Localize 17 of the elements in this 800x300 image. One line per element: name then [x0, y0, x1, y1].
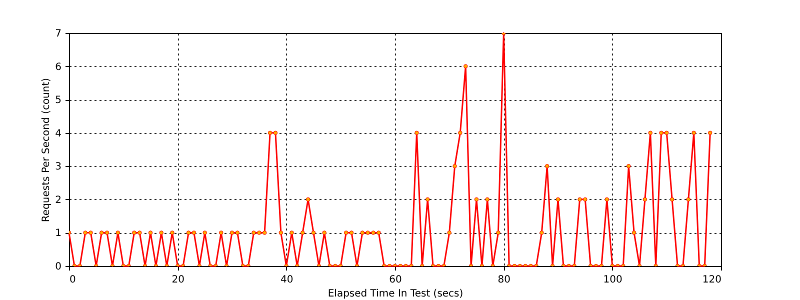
y-tick-label: 3	[55, 162, 62, 173]
x-tick-label: 60	[389, 274, 402, 286]
y-tick-label: 1	[55, 228, 62, 240]
y-tick-label: 7	[55, 28, 62, 40]
y-tick-label: 6	[55, 62, 62, 73]
y-tick-label: 0	[55, 262, 62, 272]
y-axis-title: Requests Per Second (count)	[41, 78, 52, 222]
x-axis-title: Elapsed Time In Test (secs)	[328, 288, 464, 300]
x-tick-label: 120	[702, 274, 722, 286]
x-tick-label: 80	[498, 274, 511, 286]
y-tick-label: 5	[55, 95, 62, 106]
y-tick-label: 2	[55, 194, 62, 206]
x-tick-label: 100	[603, 274, 622, 286]
y-tick-label: 4	[55, 128, 62, 140]
x-tick-label: 40	[280, 274, 294, 286]
x-tick-label: 20	[172, 274, 185, 286]
x-tick-label: 0	[70, 274, 76, 286]
